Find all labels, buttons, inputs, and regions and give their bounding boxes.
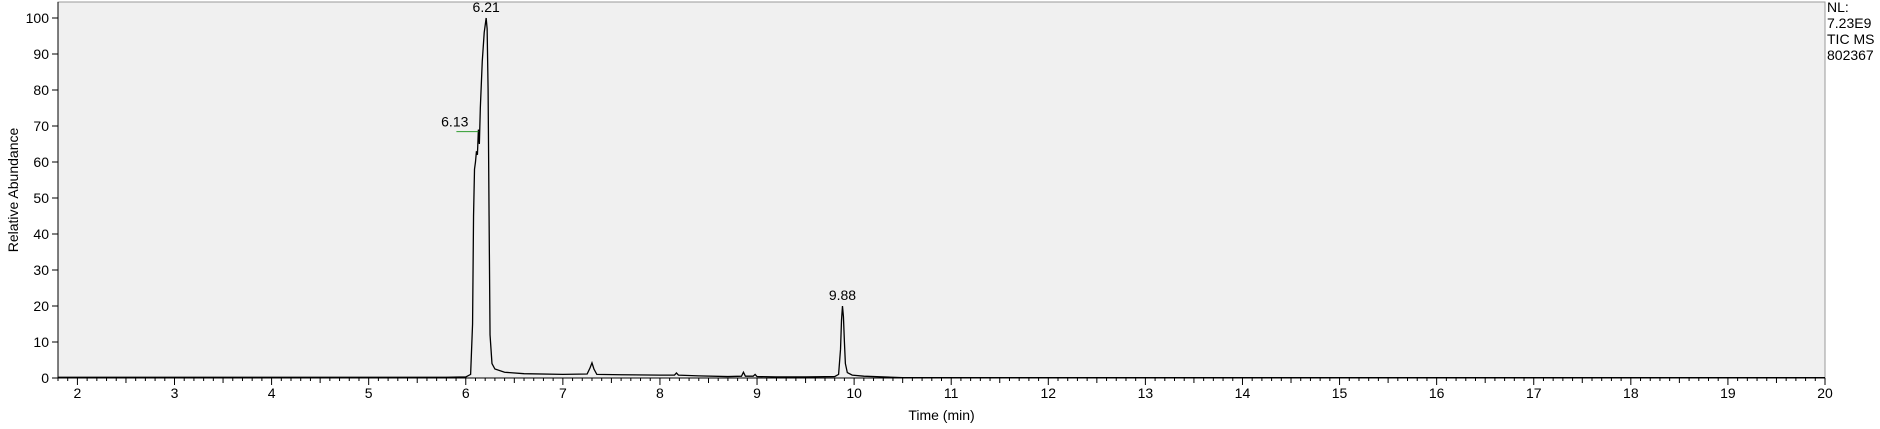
x-tick-label: 17 [1526, 385, 1542, 401]
x-tick-label: 7 [559, 385, 567, 401]
peak-annotations: 6.21 6.13 9.88 [441, 0, 856, 303]
y-axis-ticks: 0 10 20 30 40 50 60 70 80 90 100 [26, 10, 58, 386]
y-tick-label: 10 [33, 334, 49, 350]
x-minor-ticks [57, 378, 1816, 383]
x-tick-label: 6 [462, 385, 470, 401]
x-tick-label: 15 [1332, 385, 1348, 401]
y-tick-label: 100 [26, 10, 50, 26]
y-tick-label: 90 [33, 46, 49, 62]
info-line: NL: [1827, 0, 1849, 15]
x-tick-label: 12 [1041, 385, 1057, 401]
info-line: 802367 [1827, 47, 1874, 63]
x-tick-label: 11 [944, 385, 959, 401]
y-axis-title: Relative Abundance [5, 128, 21, 253]
y-tick-label: 50 [33, 190, 49, 206]
x-tick-label: 13 [1138, 385, 1154, 401]
y-tick-label: 40 [33, 226, 49, 242]
x-axis-title: Time (min) [908, 407, 974, 423]
x-tick-label: 9 [753, 385, 761, 401]
y-tick-label: 70 [33, 118, 49, 134]
x-tick-label: 20 [1817, 385, 1833, 401]
y-tick-label: 80 [33, 82, 49, 98]
y-tick-label: 0 [41, 370, 49, 386]
peak-label: 6.13 [441, 114, 468, 130]
x-tick-label: 8 [656, 385, 664, 401]
x-tick-label: 2 [74, 385, 82, 401]
y-tick-label: 60 [33, 154, 49, 170]
x-tick-label: 18 [1623, 385, 1639, 401]
info-line: TIC MS [1827, 31, 1874, 47]
y-tick-label: 20 [33, 298, 49, 314]
x-tick-label: 5 [365, 385, 373, 401]
x-tick-label: 3 [171, 385, 179, 401]
info-line: 7.23E9 [1827, 15, 1872, 31]
x-tick-label: 16 [1429, 385, 1445, 401]
peak-label: 9.88 [829, 287, 856, 303]
x-tick-label: 4 [268, 385, 276, 401]
x-axis-ticks: 2 3 4 5 6 7 8 9 10 11 12 13 14 15 16 17 18 19 20 [74, 378, 1833, 401]
x-tick-label: 19 [1720, 385, 1736, 401]
x-tick-label: 14 [1235, 385, 1251, 401]
peak-label: 6.21 [473, 0, 500, 15]
x-tick-label: 10 [846, 385, 862, 401]
plot-area-background [57, 1, 1826, 379]
y-tick-label: 30 [33, 262, 49, 278]
tic-trace-line [58, 17, 1825, 379]
